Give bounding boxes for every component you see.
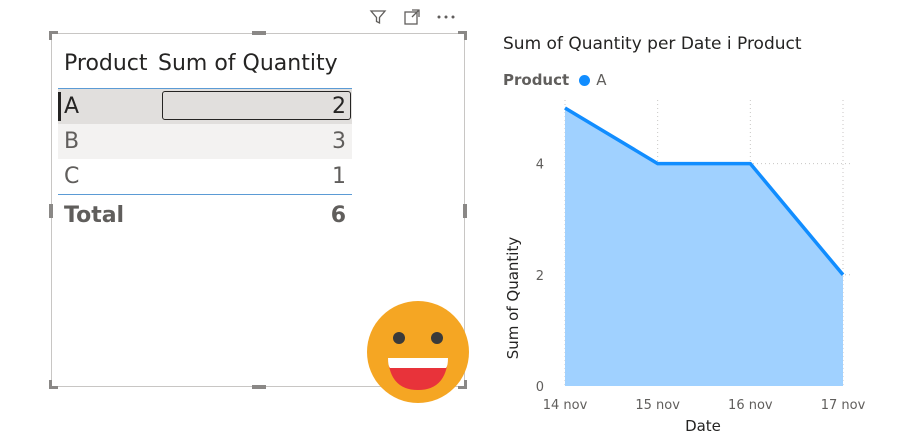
y-tick-label: 4 [536,158,544,173]
filter-icon[interactable] [368,7,388,27]
focus-mode-icon[interactable] [402,7,422,27]
table-grid: Product Sum of Quantity A 2 B 3 C 1 Tota… [58,38,352,235]
table-header-row: Product Sum of Quantity [58,38,352,89]
x-tick-label: 14 nov [543,398,588,413]
cell-product[interactable]: C [64,164,80,189]
x-tick-label: 17 nov [821,398,866,413]
total-label: Total [64,202,125,228]
table-total-row: Total 6 [58,195,352,235]
x-axis-label: Date [685,417,721,435]
cell-product[interactable]: B [64,129,80,154]
table-visual[interactable] [49,31,467,389]
chart-title: Sum of Quantity per Date i Product [503,34,802,54]
column-header-product[interactable]: Product [64,50,148,76]
y-tick-label: 0 [536,380,544,395]
row-selection-marker [58,92,61,121]
area-chart[interactable]: 0 2 4 14 nov 15 nov 16 nov 17 nov Date Sum of … [490,90,890,440]
series-area-fill [565,108,843,386]
cell-quantity[interactable]: 3 [332,129,346,154]
legend-marker-icon [579,74,591,86]
resize-corner-top-right[interactable] [458,31,467,40]
chart-legend: Product A [503,71,606,89]
cell-focus-outline [162,91,351,120]
table-row[interactable]: A 2 [58,89,352,124]
y-tick-label: 2 [536,269,544,284]
y-axis-label: Sum of Quantity [504,237,522,360]
cell-quantity[interactable]: 1 [332,164,346,189]
chart-series-area [564,106,845,386]
legend-item[interactable]: A [596,71,607,89]
visual-header [368,6,456,28]
cell-quantity[interactable]: 2 [332,94,346,119]
total-value: 6 [330,202,346,228]
resize-handle-bottom[interactable] [252,385,266,389]
legend-title: Product [503,71,570,89]
column-header-quantity[interactable]: Sum of Quantity [158,50,338,76]
resize-handle-right[interactable] [463,204,467,218]
x-tick-label: 15 nov [635,398,680,413]
grinning-face-icon [367,301,469,403]
x-tick-label: 16 nov [728,398,773,413]
resize-handle-top[interactable] [252,31,266,35]
table-row[interactable]: C 1 [58,159,352,195]
resize-corner-bottom-left[interactable] [49,380,58,389]
more-options-icon[interactable] [436,7,456,27]
resize-corner-top-left[interactable] [49,31,58,40]
series-line [564,106,845,276]
table-row[interactable]: B 3 [58,124,352,159]
resize-corner-bottom-right[interactable] [458,380,467,389]
cell-product[interactable]: A [64,94,80,119]
chart-axis-ticks: 0 2 4 14 nov 15 nov 16 nov 17 nov [536,158,866,413]
resize-handle-left[interactable] [49,204,53,218]
